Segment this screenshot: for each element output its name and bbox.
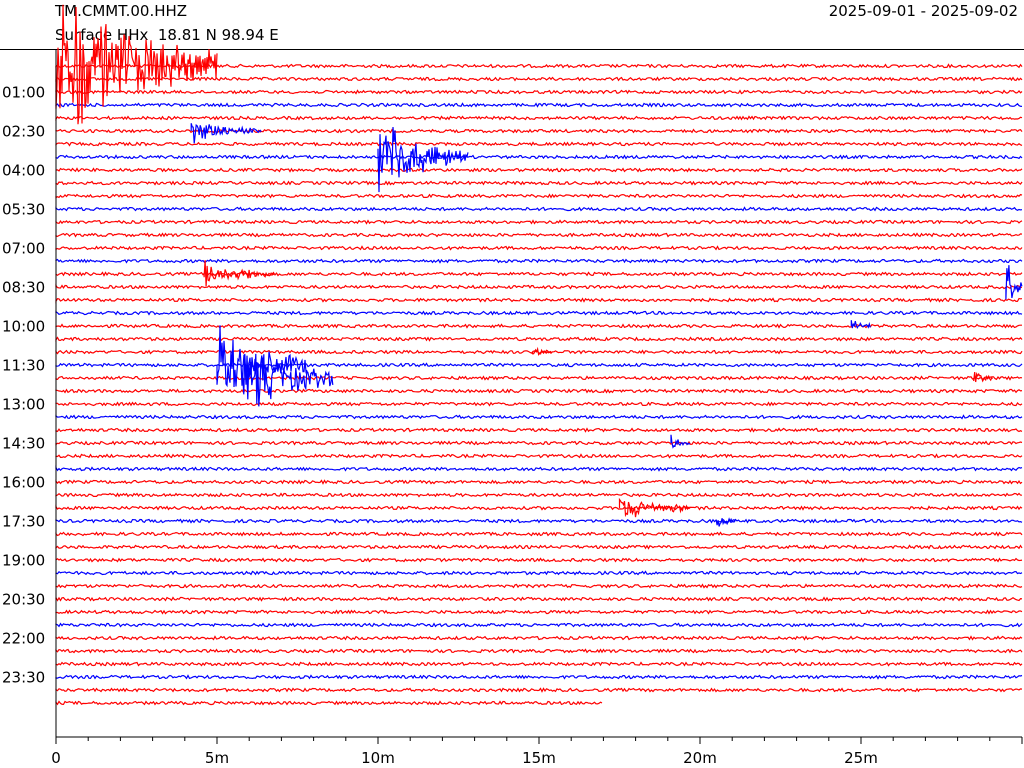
event-burst [377, 126, 469, 193]
trace-line [55, 700, 603, 706]
y-tick-label: 22:00 [2, 630, 45, 648]
trace-line [55, 375, 1023, 381]
event-group [55, 4, 1023, 527]
trace-line [55, 479, 1023, 485]
trace-line [55, 310, 1023, 316]
y-tick-label: 19:00 [2, 552, 45, 570]
trace-line [55, 609, 1023, 615]
trace-line [55, 283, 1023, 290]
trace-line [55, 167, 1023, 173]
y-tick-label: 17:30 [2, 513, 45, 531]
y-tick-label: 01:00 [2, 84, 45, 102]
trace-line [55, 674, 1023, 680]
trace-line [55, 193, 1023, 199]
trace-line [55, 245, 1023, 251]
trace-line [55, 465, 1023, 472]
station-code: TM.CMMT.00.HHZ [55, 2, 188, 20]
trace-line [55, 531, 1023, 537]
event-burst [242, 353, 334, 407]
x-tick-label: 10m [361, 749, 395, 767]
trace-line [55, 102, 1023, 108]
y-tick-label: 07:00 [2, 240, 45, 258]
trace-line [55, 336, 1023, 342]
trace-line [55, 622, 1023, 628]
y-tick-label: 11:30 [2, 357, 45, 375]
trace-line [55, 297, 1023, 304]
trace-line [55, 388, 1023, 394]
y-tick-label: 10:00 [2, 318, 45, 336]
trace-line [55, 323, 1022, 329]
trace-line [55, 349, 1023, 355]
trace-line [55, 687, 1023, 693]
event-burst [973, 372, 994, 383]
event-burst [190, 123, 262, 144]
trace-line [55, 635, 1023, 641]
trace-line [55, 427, 1023, 433]
y-tick-label: 13:00 [2, 396, 45, 414]
y-axis: 01:00 02:30 04:00 05:30 07:00 08:30 10:00 11:30… [2, 84, 45, 687]
event-burst [618, 497, 690, 518]
trace-line [55, 219, 1023, 225]
trace-group [55, 63, 1023, 706]
header-divider [0, 49, 1024, 50]
trace-line [55, 504, 1023, 511]
trace-line [55, 232, 1023, 238]
event-burst [203, 260, 275, 287]
x-tick-label: 25m [844, 749, 878, 767]
trace-line [55, 180, 1023, 186]
x-tick-label: 15m [522, 749, 556, 767]
trace-line [55, 570, 1023, 576]
trace-line [55, 583, 1023, 589]
y-tick-label: 05:30 [2, 201, 45, 219]
y-tick-label: 04:00 [2, 162, 45, 180]
event-burst [216, 325, 308, 388]
date-range: 2025-09-01 - 2025-09-02 [828, 2, 1018, 20]
event-burst [532, 346, 553, 356]
trace-line [55, 271, 1023, 277]
trace-line [55, 648, 1023, 654]
event-burst [670, 434, 691, 449]
event-burst [55, 4, 218, 125]
trace-line [55, 362, 1023, 368]
event-burst [715, 517, 736, 527]
trace-line [55, 661, 1023, 667]
trace-line [55, 401, 1023, 407]
y-tick-label: 02:30 [2, 123, 45, 141]
event-burst [850, 320, 871, 329]
trace-line [55, 596, 1023, 602]
trace-line [55, 518, 1023, 524]
trace-line [55, 557, 1023, 563]
x-tick-label: 5m [205, 749, 229, 767]
trace-line [55, 453, 1023, 459]
trace-line [55, 141, 1023, 147]
y-tick-label: 23:30 [2, 669, 45, 687]
x-tick-label: 20m [683, 749, 717, 767]
y-tick-label: 20:30 [2, 591, 45, 609]
y-tick-label: 08:30 [2, 279, 45, 297]
y-tick-label: 14:30 [2, 435, 45, 453]
trace-line [55, 440, 1023, 446]
x-tick-label: 0 [51, 749, 61, 767]
trace-line [55, 414, 1023, 420]
trace-line [55, 544, 1023, 550]
trace-line [55, 258, 1023, 264]
y-tick-label: 16:00 [2, 474, 45, 492]
trace-line [55, 206, 1023, 212]
trace-line [55, 154, 1023, 160]
trace-line [55, 76, 1023, 82]
trace-line [55, 89, 1023, 95]
x-axis: 0 5m 10m 15m 20m 25m [51, 50, 1023, 767]
event-burst [1005, 265, 1023, 300]
trace-line [55, 115, 1023, 122]
trace-line [55, 492, 1023, 498]
